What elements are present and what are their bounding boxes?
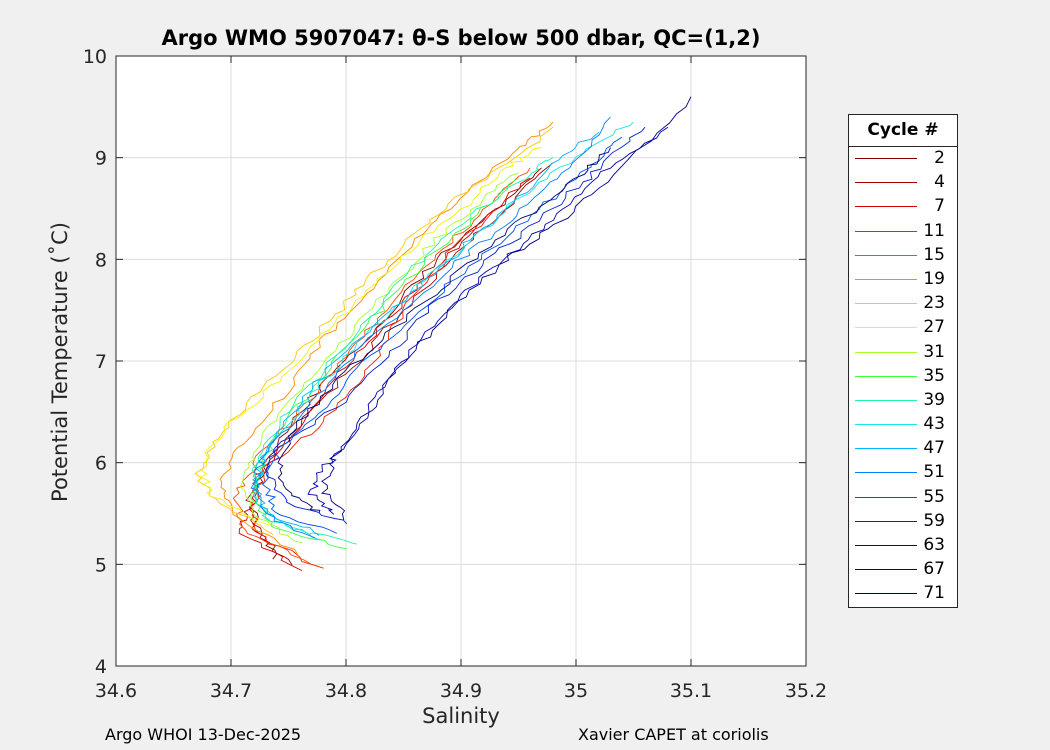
legend-item-43: 43 [849,413,957,437]
legend-item-51: 51 [849,461,957,485]
legend-label: 63 [923,535,945,555]
series-line-15 [232,167,531,565]
series-line-43 [252,121,634,541]
y-tick-label: 8 [95,249,107,271]
legend-item-55: 55 [849,486,957,510]
series-line-27 [199,147,542,526]
legend-swatch [855,593,917,595]
axis-ticks: 34.6 34.7 34.8 34.9 35 35.1 35.2 4 5 6 7 8 9 10 [83,46,827,702]
legend-swatch [855,327,917,329]
legend-label: 39 [923,389,945,410]
legend-label: 2 [934,148,945,168]
legend-label: 51 [923,462,945,483]
legend-item-39: 39 [849,389,957,413]
x-tick-label: 35.2 [785,680,827,702]
legend-items: 2 4 7 11 15 19 23 27 31 35 39 43 47 51 55 59 63 67 71 [849,147,957,607]
x-tick-label: 34.6 [95,680,137,702]
legend-label: 71 [923,583,945,604]
legend-label: 11 [923,220,945,241]
legend: Cycle # 2 4 7 11 15 19 23 27 31 35 39 43 47 51 55 59 63 6… [848,114,958,608]
legend-label: 19 [923,268,945,289]
legend-swatch [855,375,917,377]
series-line-47 [252,131,600,536]
legend-swatch [855,545,917,546]
legend-item-31: 31 [849,341,957,365]
footer-right: Xavier CAPET at coriolis [578,725,769,744]
x-tick-label: 34.7 [210,680,252,702]
legend-item-63: 63 [849,534,957,558]
legend-item-11: 11 [849,220,957,244]
legend-swatch [855,351,917,353]
legend-swatch [855,182,917,184]
legend-label: 35 [923,365,945,386]
y-tick-label: 5 [95,554,107,576]
series-line-31 [239,172,519,544]
legend-item-59: 59 [849,510,957,534]
legend-item-67: 67 [849,558,957,582]
legend-swatch [855,569,917,571]
legend-label: 67 [923,559,945,580]
legend-item-19: 19 [849,268,957,292]
legend-swatch [855,303,917,305]
legend-swatch [855,448,917,450]
legend-swatch [855,230,917,232]
series-line-35 [250,177,519,550]
legend-swatch [855,424,917,426]
chart-title: Argo WMO 5907047: θ-S below 500 dbar, QC… [161,26,761,50]
legend-swatch [855,254,917,256]
footer-left: Argo WHOI 13-Dec-2025 [105,725,302,744]
series-line-11 [250,208,496,569]
legend-item-27: 27 [849,316,957,340]
x-tick-label: 35 [564,680,588,702]
legend-swatch [855,520,917,522]
series-lines [194,96,692,572]
legend-label: 43 [923,414,945,435]
series-line-67 [320,96,692,521]
x-tick-label: 34.9 [440,680,482,702]
legend-label: 23 [923,293,945,314]
x-tick-label: 35.1 [670,680,712,702]
series-line-23 [194,126,554,535]
legend-label: 7 [934,196,945,217]
legend-item-71: 71 [849,582,957,606]
legend-swatch [855,496,917,498]
legend-swatch [855,278,917,280]
y-tick-label: 10 [83,46,107,68]
legend-swatch [855,472,917,474]
series-line-71 [277,147,611,513]
series-line-51 [250,116,611,539]
legend-swatch [855,158,917,159]
legend-item-2: 2 [849,147,957,171]
legend-item-47: 47 [849,437,957,461]
y-tick-label: 9 [95,148,107,170]
y-tick-label: 7 [95,351,107,373]
legend-label: 27 [923,317,945,338]
legend-label: 4 [934,172,945,193]
y-axis-label: Potential Temperature (˚C) [48,222,72,502]
legend-label: 59 [923,510,945,531]
legend-label: 31 [923,341,945,362]
legend-label: 15 [923,244,945,265]
legend-item-23: 23 [849,292,957,316]
grid-lines [116,56,806,666]
y-tick-label: 6 [95,453,107,475]
legend-item-15: 15 [849,244,957,268]
legend-label: 55 [923,486,945,507]
x-axis-label: Salinity [422,704,500,728]
legend-item-35: 35 [849,365,957,389]
series-line-59 [265,126,646,525]
series-line-55 [262,136,623,534]
legend-title: Cycle # [849,115,957,147]
legend-swatch [855,206,917,208]
legend-item-7: 7 [849,195,957,219]
legend-label: 47 [923,438,945,459]
x-tick-label: 34.8 [325,680,367,702]
legend-item-4: 4 [849,171,957,195]
legend-swatch [855,399,917,401]
y-tick-label: 4 [95,656,107,678]
